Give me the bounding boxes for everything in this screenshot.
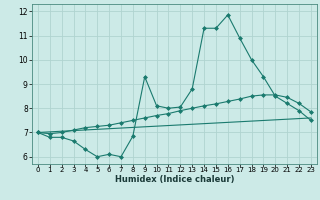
- X-axis label: Humidex (Indice chaleur): Humidex (Indice chaleur): [115, 175, 234, 184]
